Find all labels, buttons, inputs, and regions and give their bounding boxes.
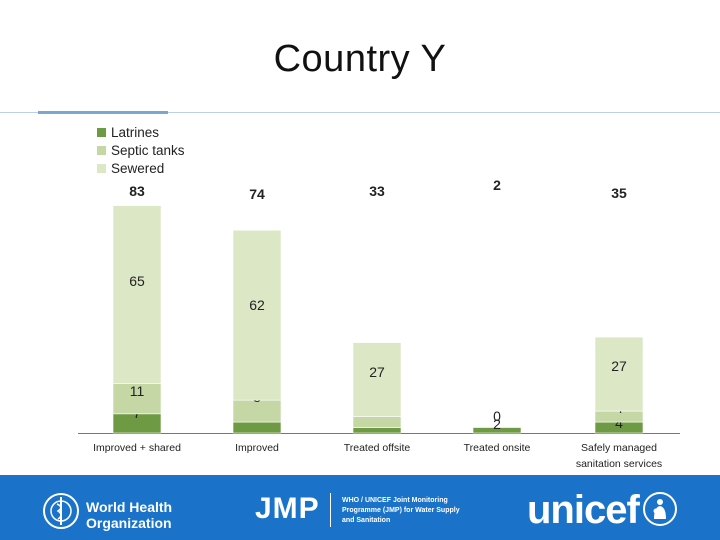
tick-label-treated-offsite: Treated offsite — [344, 442, 411, 454]
bar-septic-tanks-treated-offsite — [352, 416, 402, 428]
bar-latrines-treated-onsite — [472, 427, 522, 434]
bar-latrines-improved — [232, 421, 282, 434]
data-label-sewered-safely-managed-sanitation-services: 27 — [611, 358, 627, 374]
who-logo-line2: Organization — [86, 515, 172, 531]
tick-label-safely-managed-sanitation-services-line1: Safely managed — [581, 442, 657, 454]
data-label-sewered-treated-offsite: 27 — [369, 364, 385, 380]
jmp-divider — [330, 493, 331, 527]
data-label-latrines-safely-managed-sanitation-services: 4 — [615, 415, 623, 431]
title-divider — [0, 112, 720, 113]
jmp-logo: JMP — [255, 492, 320, 525]
data-label-septic-tanks-improved-shared: 11 — [130, 383, 145, 399]
legend-item-sewered: Sewered — [97, 159, 185, 177]
legend-item-latrines: Latrines — [97, 123, 185, 141]
bar-sewered-improved-shared — [112, 205, 162, 384]
data-label-sewered-improved-shared: 65 — [129, 273, 145, 289]
tick-label-improved: Improved — [235, 442, 279, 454]
data-label-latrines-treated-onsite: 2 — [493, 416, 501, 432]
footer-banner: World Health Organization JMP WHO / UNIC… — [0, 475, 720, 540]
total-label-improved: 74 — [249, 186, 265, 202]
legend-swatch-latrines — [97, 127, 106, 137]
unicef-emblem-icon — [643, 492, 677, 526]
tick-label-safely-managed-sanitation-services-line2: sanitation services — [576, 458, 662, 470]
data-label-sewered-improved: 62 — [249, 297, 265, 313]
stacked-bar-chart: 7116583Improved + shared486274Improved24… — [78, 177, 680, 470]
legend-swatch-septic-tanks — [97, 145, 106, 155]
chart-legend: Latrines Septic tanks Sewered — [97, 123, 185, 177]
page-title: Country Y — [273, 38, 447, 80]
total-label-treated-offsite: 33 — [369, 183, 385, 199]
who-logo-line1: World Health — [86, 499, 173, 515]
bar-septic-tanks-improved-shared — [112, 383, 162, 415]
title-divider-accent — [38, 111, 168, 114]
total-label-safely-managed-sanitation-services: 35 — [611, 185, 627, 201]
tick-label-improved-shared: Improved + shared — [93, 442, 181, 454]
legend-label-sewered: Sewered — [111, 160, 165, 176]
total-label-improved-shared: 83 — [129, 183, 145, 199]
who-emblem-icon — [43, 493, 79, 529]
bar-sewered-safely-managed-sanitation-services — [594, 336, 644, 412]
bar-sewered-treated-offsite — [352, 342, 402, 417]
bar-latrines-treated-offsite — [352, 427, 402, 434]
bar-sewered-improved — [232, 229, 282, 401]
legend-label-septic-tanks: Septic tanks — [111, 142, 185, 158]
unicef-logo: unicef — [527, 488, 640, 532]
legend-item-septic-tanks: Septic tanks — [97, 141, 185, 159]
who-logo-text: World Health Organization — [86, 499, 172, 531]
data-label-septic-tanks-treated-onsite: 0 — [493, 408, 501, 424]
jmp-description: WHO / UNICEF Joint Monitoring Programme … — [342, 497, 460, 524]
tick-label-treated-onsite: Treated onsite — [464, 442, 531, 454]
total-label-treated-onsite: 2 — [493, 177, 501, 193]
legend-label-latrines: Latrines — [111, 124, 160, 140]
legend-swatch-sewered — [97, 163, 106, 173]
